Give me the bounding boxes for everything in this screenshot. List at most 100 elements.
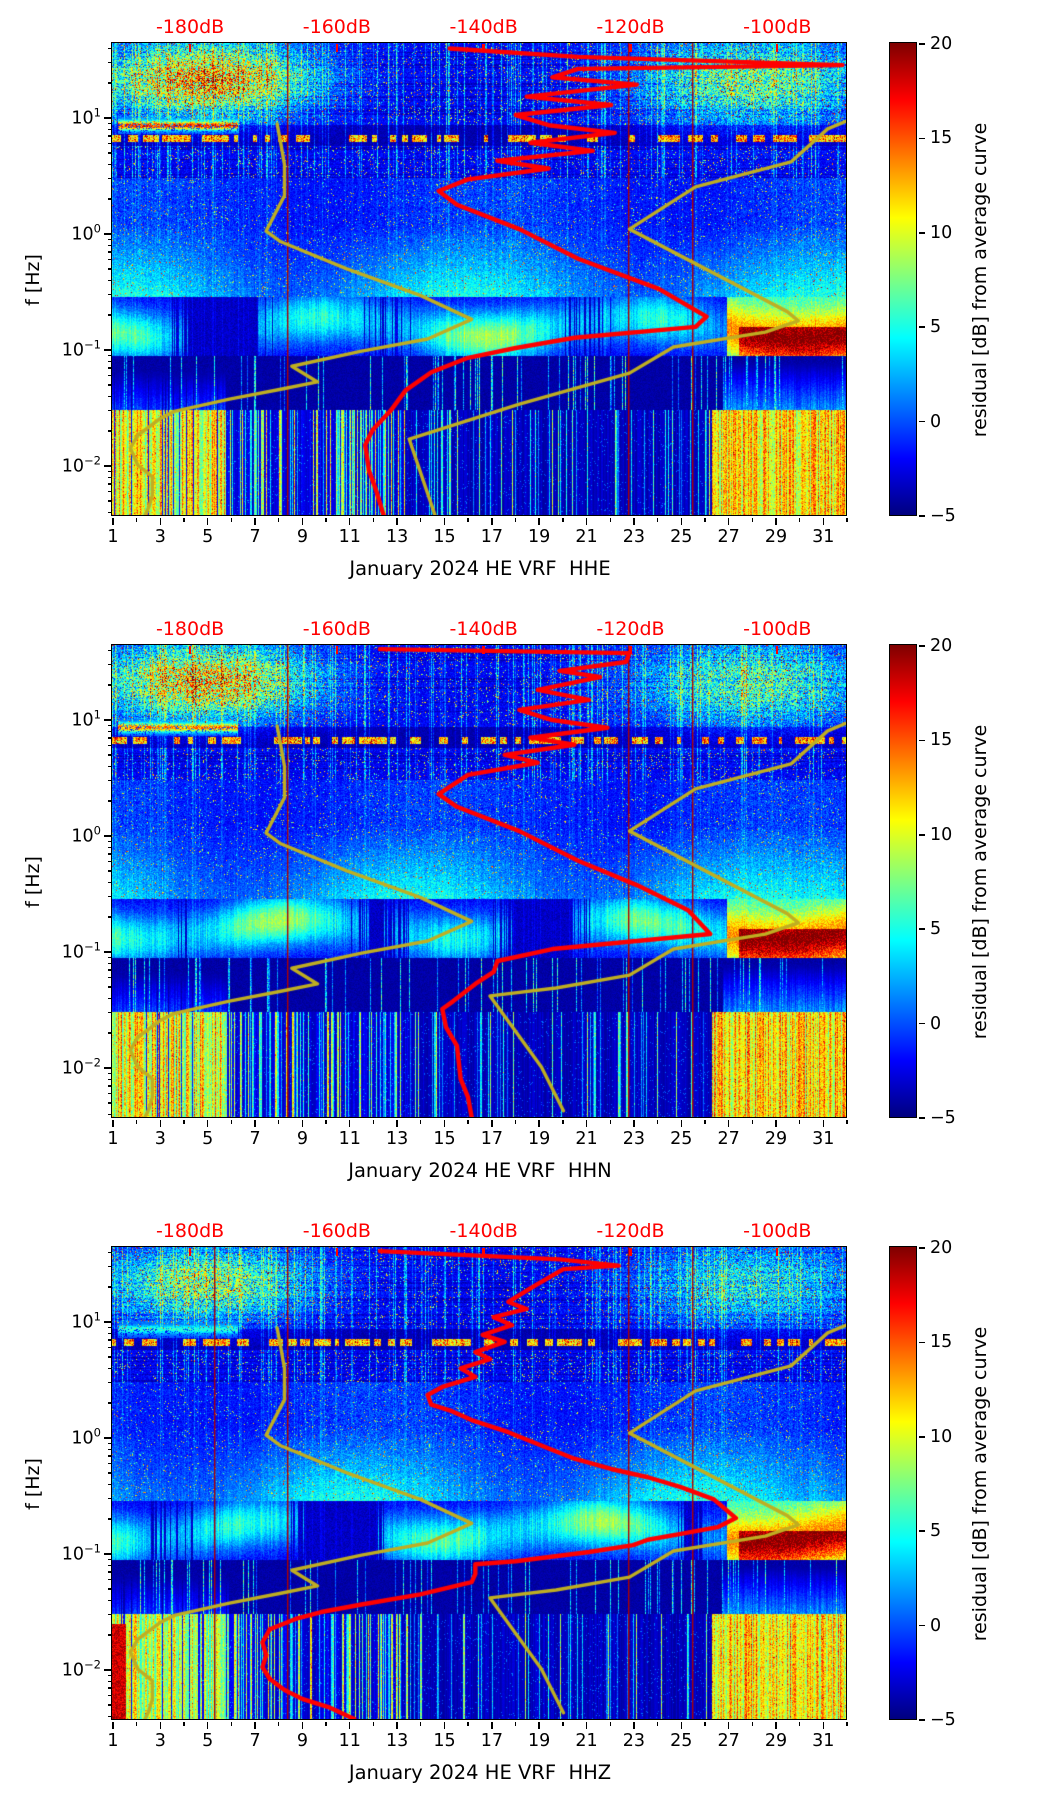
- spectrogram-canvas-hhz: [112, 1247, 847, 1720]
- y-minor-tick: [107, 1251, 111, 1253]
- y-minor-tick: [107, 1332, 111, 1334]
- y-minor-tick: [107, 853, 111, 855]
- y-minor-tick: [107, 483, 111, 485]
- x-tick: [159, 1120, 162, 1127]
- colorbar-tick-label: 10: [930, 1426, 953, 1447]
- x-tick: [680, 518, 682, 525]
- y-minor-tick: [107, 846, 111, 848]
- y-minor-tick: [107, 244, 111, 246]
- x-tick-label: 19: [528, 1129, 551, 1149]
- colorbar-tick-label: 5: [930, 919, 942, 940]
- top-db-tick: [776, 1248, 779, 1256]
- x-tick: [585, 1722, 588, 1729]
- y-minor-tick: [107, 430, 111, 432]
- x-tick: [254, 1722, 256, 1729]
- colorbar-tick: [918, 1341, 925, 1344]
- x-tick: [704, 1722, 706, 1726]
- y-tick: [104, 233, 111, 235]
- x-tick-label: 21: [575, 527, 598, 547]
- colorbar-tick-label: 10: [930, 824, 953, 845]
- x-tick: [254, 518, 256, 525]
- x-tick-label: 27: [717, 1129, 740, 1149]
- colorbar-tick: [918, 1719, 925, 1721]
- y-minor-tick: [107, 384, 111, 386]
- colorbar-tick: [918, 645, 925, 647]
- colorbar-hhz: [889, 1246, 918, 1721]
- x-tick-label: 17: [480, 1731, 503, 1751]
- x-tick: [562, 1120, 564, 1124]
- x-tick: [680, 1120, 682, 1127]
- y-axis-label-hhz: f [Hz]: [22, 1458, 44, 1510]
- y-minor-tick: [107, 47, 111, 49]
- x-tick: [135, 518, 138, 522]
- top-db-tick-label: -160dB: [302, 16, 371, 38]
- x-tick: [420, 1120, 422, 1124]
- top-db-tick-label: -160dB: [302, 618, 371, 640]
- colorbar-tick: [918, 43, 925, 45]
- x-tick-label: 11: [338, 1731, 361, 1751]
- x-tick: [798, 1722, 801, 1726]
- y-minor-tick: [107, 1093, 111, 1095]
- x-tick: [420, 1722, 422, 1726]
- y-minor-tick: [107, 1012, 111, 1014]
- colorbar-tick: [918, 928, 925, 930]
- y-tick: [104, 835, 111, 837]
- colorbar-tick-label: 0: [930, 411, 942, 432]
- y-minor-tick: [107, 956, 111, 958]
- x-tick-label: 27: [717, 527, 740, 547]
- x-tick: [230, 518, 233, 522]
- y-minor-tick: [107, 1266, 111, 1268]
- y-minor-tick: [107, 1032, 111, 1034]
- colorbar-tick-label: −5: [930, 1710, 956, 1730]
- y-tick: [104, 1321, 111, 1323]
- x-tick: [396, 1120, 398, 1127]
- top-db-tick-label: -100dB: [743, 618, 812, 640]
- y-minor-tick: [107, 1442, 111, 1444]
- x-tick-label: 17: [480, 527, 503, 547]
- y-minor-tick: [107, 1326, 111, 1328]
- y-tick-label: 100: [71, 221, 101, 245]
- y-minor-tick: [107, 1483, 111, 1485]
- y-axis-label-hhn: f [Hz]: [22, 856, 44, 908]
- x-tick: [230, 1722, 233, 1726]
- x-tick-label: 5: [202, 1129, 214, 1149]
- x-tick: [467, 518, 469, 522]
- y-minor-tick: [107, 870, 111, 872]
- colorbar-tick: [918, 739, 925, 742]
- x-tick: [656, 1120, 659, 1124]
- y-minor-tick: [107, 470, 111, 472]
- x-tick: [727, 518, 730, 525]
- y-minor-tick: [107, 969, 111, 971]
- y-minor-tick: [107, 1382, 111, 1384]
- x-tick-label: 31: [812, 527, 835, 547]
- colorbar-tick: [918, 137, 925, 140]
- y-minor-tick: [107, 780, 111, 782]
- x-tick: [301, 1120, 304, 1127]
- x-tick-label: 29: [764, 1731, 788, 1751]
- y-minor-tick: [107, 1674, 111, 1676]
- top-db-tick-label: -140dB: [449, 16, 518, 38]
- x-tick-label: 15: [433, 1731, 456, 1751]
- y-minor-tick: [107, 1455, 111, 1457]
- x-tick: [443, 1722, 446, 1729]
- x-tick: [514, 518, 517, 522]
- y-minor-tick: [107, 1339, 111, 1341]
- top-db-tick: [482, 1248, 485, 1256]
- y-minor-tick: [107, 178, 111, 180]
- y-axis-label-hhe: f [Hz]: [22, 254, 44, 306]
- y-minor-tick: [107, 198, 111, 200]
- y-tick-label: 101: [71, 707, 101, 731]
- y-tick: [104, 465, 111, 467]
- x-tick: [207, 1120, 209, 1127]
- x-tick: [562, 1722, 564, 1726]
- x-tick-label: 9: [296, 1731, 308, 1751]
- top-db-tick-label: -140dB: [449, 618, 518, 640]
- x-tick-label: 5: [202, 527, 214, 547]
- x-tick-label: 5: [202, 1731, 214, 1751]
- spectrogram-canvas-hhe: [112, 43, 847, 516]
- x-tick: [751, 1120, 753, 1124]
- y-tick-label: 10−1: [61, 1541, 101, 1565]
- top-db-tick-label: -180dB: [155, 16, 225, 38]
- x-tick: [112, 518, 114, 525]
